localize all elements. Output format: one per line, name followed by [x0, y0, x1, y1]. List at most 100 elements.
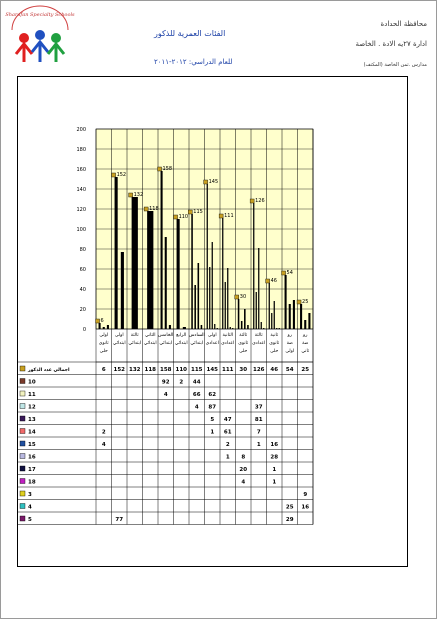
- bar: [176, 219, 180, 329]
- total-data-label: 126: [255, 198, 265, 204]
- bar: [102, 327, 105, 329]
- bar: [147, 211, 154, 329]
- bar: [308, 313, 311, 329]
- total-marker: [95, 318, 100, 324]
- table-cell: 152: [114, 367, 126, 373]
- legend-label: 10: [28, 380, 36, 386]
- category-label: اولى: [115, 333, 124, 338]
- legend-label: 12: [28, 405, 36, 411]
- category-label: ضة: [287, 341, 293, 346]
- category-label: اولى: [208, 333, 217, 338]
- bar: [284, 275, 287, 329]
- table-cell: 92: [162, 380, 170, 386]
- legend-swatch: [19, 428, 26, 434]
- table-cell: 46: [270, 367, 278, 373]
- table-cell: 2: [179, 380, 183, 386]
- table-cell: 20: [239, 467, 247, 473]
- table-cell: 47: [224, 417, 232, 423]
- legend-label: 13: [28, 417, 36, 423]
- category-label: ابتدائي: [128, 341, 141, 346]
- table-cell: 1: [272, 480, 276, 486]
- table-cell: 62: [208, 392, 216, 398]
- total-marker: [265, 278, 270, 284]
- bar: [191, 214, 193, 329]
- category-label: ثانية: [270, 333, 279, 338]
- school-logo: Sharafan Specialty Schools: [5, 5, 75, 62]
- total-data-label: 6: [101, 318, 104, 324]
- legend-label: 17: [28, 467, 36, 473]
- bar: [232, 328, 234, 329]
- total-marker: [157, 166, 162, 172]
- legend-label: اجمالي عدد الذكور: [27, 367, 70, 373]
- category-label: اعدادي: [252, 341, 265, 346]
- table-cell: 8: [241, 455, 245, 461]
- bar: [255, 292, 257, 329]
- total-marker: [234, 294, 239, 300]
- table-cell: 1: [272, 467, 276, 473]
- table-cell: 37: [255, 405, 263, 411]
- age-distribution-chart: 0204060801001201401601802006152132118158…: [17, 127, 314, 525]
- category-label: الثاني: [145, 333, 156, 338]
- legend-label: 4: [28, 505, 32, 511]
- legend-swatch: [19, 478, 26, 484]
- bar: [260, 322, 262, 329]
- bar: [253, 203, 255, 329]
- total-data-label: 30: [240, 294, 246, 300]
- bar: [197, 263, 200, 329]
- y-tick-label: 180: [76, 147, 86, 153]
- bar: [160, 171, 163, 329]
- table-cell: 2: [102, 430, 106, 436]
- table-cell: 2: [226, 442, 230, 448]
- category-label: رو: [302, 333, 307, 338]
- table-cell: 25: [286, 505, 294, 511]
- legend-swatch: [19, 378, 26, 384]
- bar: [214, 324, 216, 329]
- total-data-label: 110: [179, 214, 189, 220]
- legend-swatch: [19, 515, 26, 522]
- table-cell: 44: [193, 380, 201, 386]
- y-tick-label: 160: [76, 167, 86, 173]
- bar: [300, 304, 303, 329]
- y-tick-label: 20: [80, 307, 86, 313]
- total-data-label: 111: [224, 213, 234, 219]
- table-cell: 1: [226, 455, 230, 461]
- table-cell: 54: [286, 367, 294, 373]
- academic-year: للعام الدراسي: ٢٠١٢-٢٠١١: [154, 58, 233, 66]
- bar: [209, 267, 211, 329]
- table-cell: 5: [210, 417, 214, 423]
- total-data-label: 25: [302, 299, 308, 305]
- table-cell: 1: [210, 430, 214, 436]
- table-cell: 66: [193, 392, 201, 398]
- category-label: ثالثة: [131, 333, 140, 338]
- bar: [216, 328, 218, 329]
- table-cell: 9: [303, 492, 307, 498]
- bar: [206, 184, 208, 329]
- legend-label: 15: [28, 442, 36, 448]
- legend-swatch: [19, 465, 26, 472]
- school-name: مدارس .ثمن الخاصة (المكتف): [363, 62, 427, 68]
- bar: [164, 237, 167, 329]
- bar: [227, 268, 229, 329]
- bar: [240, 321, 243, 329]
- report-title: الفئات العمرية للذكور: [154, 29, 226, 38]
- legend-swatch: [19, 415, 26, 422]
- category-label: اولى: [99, 333, 108, 338]
- total-marker: [249, 198, 255, 204]
- bar: [292, 300, 295, 329]
- table-cell: 111: [222, 367, 234, 373]
- category-label: اعدادي: [221, 341, 234, 346]
- table-cell: 28: [270, 455, 278, 461]
- total-data-label: 115: [193, 209, 203, 215]
- total-data-label: 54: [287, 270, 293, 276]
- category-label: حلى: [239, 349, 247, 354]
- category-label: ثانوي: [269, 341, 280, 346]
- table-cell: 118: [145, 367, 157, 373]
- y-tick-label: 140: [76, 187, 86, 193]
- bar: [98, 323, 101, 329]
- bar: [131, 197, 138, 329]
- bar: [182, 327, 186, 329]
- table-cell: 7: [257, 430, 261, 436]
- total-data-label: 46: [271, 278, 277, 284]
- table-cell: 30: [239, 367, 247, 373]
- legend-label: 3: [28, 492, 32, 498]
